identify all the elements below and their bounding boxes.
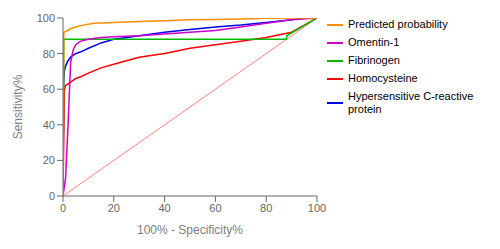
svg-text:60: 60 [209, 202, 221, 214]
svg-text:100: 100 [37, 12, 55, 24]
svg-text:0: 0 [49, 190, 55, 202]
html-text:Fibrinogen: Fibrinogen [348, 54, 400, 66]
svg-text:80: 80 [43, 48, 55, 60]
svg-text:Sensitivity%: Sensitivity% [11, 74, 25, 139]
svg-text:40: 40 [43, 119, 55, 131]
html-text:Predicted probability: Predicted probability [348, 18, 448, 30]
svg-text:20: 20 [108, 202, 120, 214]
html-text:Homocysteine: Homocysteine [348, 72, 418, 84]
svg-text:20: 20 [43, 154, 55, 166]
html-text:Omentin-1: Omentin-1 [348, 36, 400, 48]
svg-text:0: 0 [60, 202, 66, 214]
html-text:Hypersensitive C-reactive prot: Hypersensitive C-reactive protein [348, 90, 474, 115]
svg-text:100% - Specificity%: 100% - Specificity% [137, 223, 243, 237]
svg-text:40: 40 [158, 202, 170, 214]
svg-text:80: 80 [260, 202, 272, 214]
svg-text:60: 60 [43, 83, 55, 95]
svg-text:100: 100 [308, 202, 326, 214]
